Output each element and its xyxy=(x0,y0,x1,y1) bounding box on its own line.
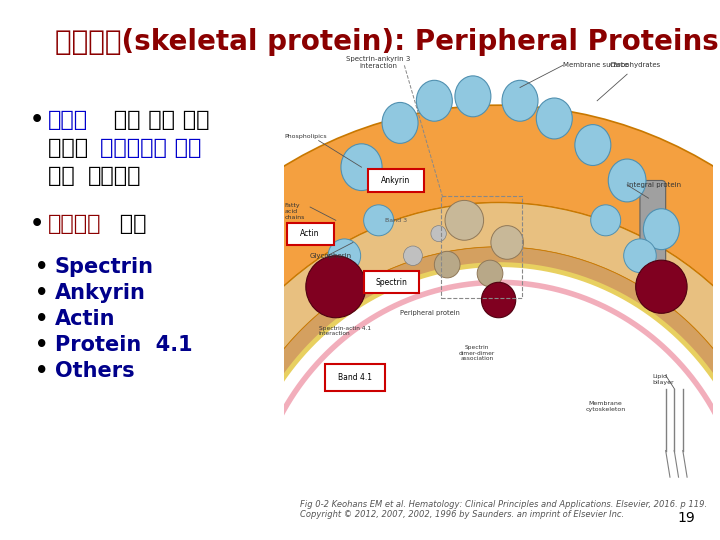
Ellipse shape xyxy=(455,76,491,117)
Text: Actin: Actin xyxy=(55,309,115,329)
Text: Ankyrin: Ankyrin xyxy=(55,283,146,303)
Text: 바로 밑에 존재: 바로 밑에 존재 xyxy=(106,110,210,130)
Text: Fig 0-2 Keohans EM et al. Hematology: Clinical Principles and Applications. Else: Fig 0-2 Keohans EM et al. Hematology: Cl… xyxy=(300,500,707,519)
Text: Band 3: Band 3 xyxy=(384,218,407,223)
Text: Others: Others xyxy=(55,361,135,381)
Text: Phospholipics: Phospholipics xyxy=(284,134,327,139)
Text: Lipid
bilayer: Lipid bilayer xyxy=(653,374,675,385)
Ellipse shape xyxy=(644,209,680,249)
Ellipse shape xyxy=(491,226,523,259)
Ellipse shape xyxy=(536,98,572,139)
Ellipse shape xyxy=(590,205,621,236)
Text: Fatty
acid
chains: Fatty acid chains xyxy=(284,203,305,220)
Text: Spectrin-ankyrin 3
interaction: Spectrin-ankyrin 3 interaction xyxy=(346,57,411,70)
Ellipse shape xyxy=(624,239,656,273)
Text: Glycophorin: Glycophorin xyxy=(310,253,352,259)
Ellipse shape xyxy=(608,159,646,202)
Ellipse shape xyxy=(364,205,394,236)
Text: Protein  4.1: Protein 4.1 xyxy=(55,335,193,355)
Ellipse shape xyxy=(636,260,687,313)
Text: Spectrin: Spectrin xyxy=(376,278,408,287)
Text: •: • xyxy=(35,283,48,303)
Text: •: • xyxy=(35,335,48,355)
Text: 구성: 구성 xyxy=(112,214,146,234)
Text: Integral protein: Integral protein xyxy=(627,182,681,188)
FancyBboxPatch shape xyxy=(287,222,333,245)
Ellipse shape xyxy=(382,103,418,143)
Text: Ankyrin: Ankyrin xyxy=(381,176,410,185)
Ellipse shape xyxy=(575,125,611,165)
Text: 단백성분: 단백성분 xyxy=(88,166,142,186)
Ellipse shape xyxy=(434,251,460,278)
Text: 하는: 하는 xyxy=(48,166,83,186)
Ellipse shape xyxy=(431,226,446,241)
Text: Membrane
cytoskeleton: Membrane cytoskeleton xyxy=(585,401,626,411)
Text: •: • xyxy=(30,214,44,234)
Ellipse shape xyxy=(306,256,366,318)
Ellipse shape xyxy=(416,80,452,121)
Ellipse shape xyxy=(482,282,516,318)
Ellipse shape xyxy=(502,80,538,121)
Text: Actin: Actin xyxy=(300,229,320,238)
Text: •: • xyxy=(30,110,44,130)
Wedge shape xyxy=(174,202,720,514)
Text: Spectrin
dimer-dimer
association: Spectrin dimer-dimer association xyxy=(459,345,495,361)
Ellipse shape xyxy=(403,246,423,266)
Text: 하면서: 하면서 xyxy=(48,138,96,158)
Wedge shape xyxy=(81,105,720,510)
Text: Spectrin: Spectrin xyxy=(55,257,154,277)
FancyBboxPatch shape xyxy=(640,180,666,287)
Text: 19: 19 xyxy=(678,511,695,525)
Text: 골격단백(skeletal protein): Peripheral Proteins: 골격단백(skeletal protein): Peripheral Prote… xyxy=(55,28,719,56)
Text: Spectrin-actin 4.1
interaction: Spectrin-actin 4.1 interaction xyxy=(319,326,371,336)
Text: Membrane surface: Membrane surface xyxy=(563,62,629,69)
Text: •: • xyxy=(35,309,48,329)
Text: 세포골격: 세포골격 xyxy=(48,214,102,234)
Wedge shape xyxy=(219,247,720,501)
Text: 혈구막: 혈구막 xyxy=(48,110,88,130)
Ellipse shape xyxy=(328,239,361,273)
Text: •: • xyxy=(35,361,48,381)
Text: •: • xyxy=(35,257,48,277)
Text: Carbohydrates: Carbohydrates xyxy=(610,62,661,69)
Ellipse shape xyxy=(445,200,484,240)
Ellipse shape xyxy=(477,260,503,287)
FancyBboxPatch shape xyxy=(364,271,419,293)
Text: 세포형태를 유지: 세포형태를 유지 xyxy=(100,138,202,158)
Text: Peripheral protein: Peripheral protein xyxy=(400,310,460,316)
FancyBboxPatch shape xyxy=(368,170,423,192)
FancyBboxPatch shape xyxy=(325,364,385,391)
Text: Band 4.1: Band 4.1 xyxy=(338,373,372,382)
Ellipse shape xyxy=(341,144,382,191)
